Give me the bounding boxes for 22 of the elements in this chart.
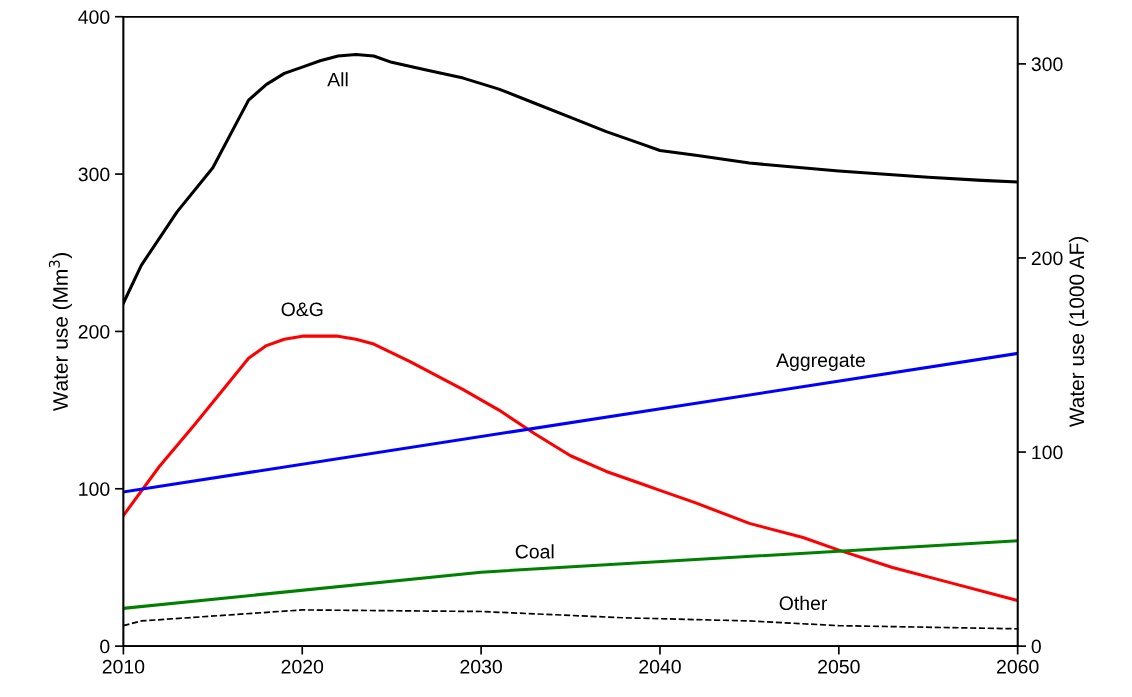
series-label: All [327, 72, 348, 87]
y-tick-label: 300 [78, 167, 110, 182]
x-tick-label: 2010 [102, 659, 145, 674]
series-label: O&G [281, 302, 323, 317]
x-tick-label: 2030 [460, 659, 502, 674]
series-label: Aggregate [776, 353, 865, 371]
y-tick-label: 0 [100, 639, 110, 654]
y-tick-label: 100 [79, 482, 110, 497]
x-tick-label: 2050 [818, 659, 860, 674]
x-tick-label: 2060 [997, 659, 1039, 674]
y2-tick-label: 300 [1031, 57, 1063, 72]
y-tick-label: 200 [78, 324, 110, 339]
series-label: Coal [515, 544, 554, 559]
y2-tick-label: 100 [1032, 445, 1063, 460]
y2-tick-label: 200 [1031, 251, 1063, 266]
series-label: Other [779, 595, 828, 611]
y-tick-label: 400 [78, 10, 110, 24]
x-tick-label: 2040 [639, 659, 681, 674]
x-tick-label: 2020 [281, 659, 324, 674]
y2-tick-label: 0 [1031, 639, 1041, 654]
y2-axis-title: Water use (1000 AF) [1068, 236, 1089, 428]
y-axis-title: Water use (Mm$^{3}$) [48, 253, 72, 412]
